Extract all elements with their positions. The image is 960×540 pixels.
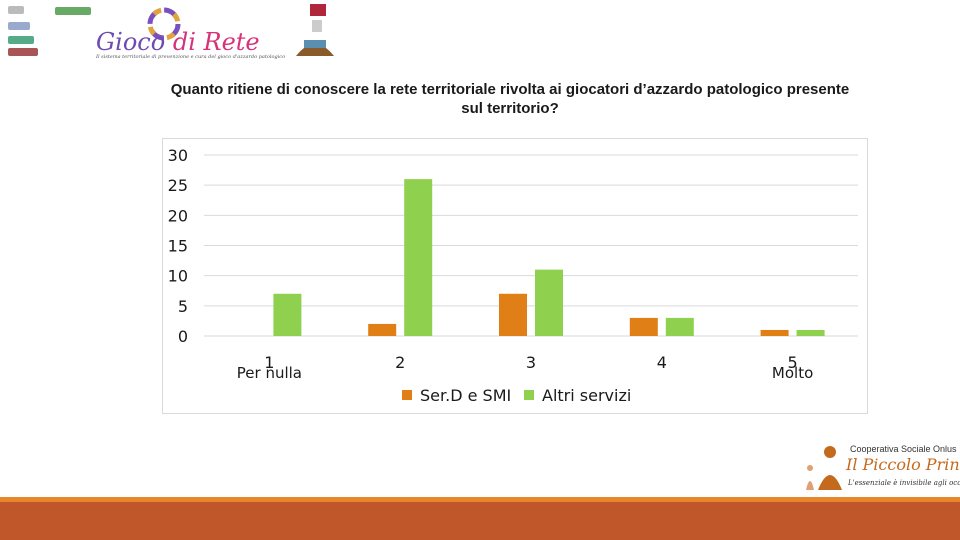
chart-title: Quanto ritiene di conoscere la rete terr… <box>170 81 850 117</box>
x-tick-label: 1 <box>264 353 274 372</box>
brand-title: Gioco di Rete <box>96 28 260 56</box>
piccolo-principe-logo: Cooperativa Sociale Onlus Il Piccolo Pri… <box>800 440 960 496</box>
y-tick-label: 0 <box>178 327 188 346</box>
bar-altri <box>404 179 433 336</box>
y-tick-label: 5 <box>178 297 188 316</box>
chart-frame <box>162 138 868 414</box>
y-tick-label: 20 <box>168 206 188 225</box>
coop-brand: Il Piccolo Principe <box>846 455 960 474</box>
partner-logo <box>8 36 34 44</box>
prince-figure-icon <box>806 446 842 490</box>
bar-altri <box>796 329 825 336</box>
bar-serd <box>760 329 789 336</box>
rete-emblem-icon <box>147 7 181 41</box>
x-tick-sublabel: Molto <box>772 364 813 382</box>
partner-emblem-icon <box>296 4 334 56</box>
y-tick-label: 15 <box>168 237 188 256</box>
x-tick-label: 3 <box>526 353 536 372</box>
legend-label: Ser.D e SMI <box>420 386 511 405</box>
x-tick-sublabel: Per nulla <box>237 364 302 382</box>
legend-swatch <box>402 390 412 400</box>
footer-accent-line <box>0 497 960 502</box>
y-tick-label: 10 <box>168 267 188 286</box>
coop-name: Cooperativa Sociale Onlus <box>850 444 957 454</box>
partner-logo <box>8 48 38 56</box>
x-tick-label: 2 <box>395 353 405 372</box>
legend-swatch <box>524 390 534 400</box>
x-tick-label: 5 <box>788 353 798 372</box>
partner-logos-left <box>4 4 48 60</box>
bar-serd <box>368 323 397 336</box>
bar-serd <box>499 293 527 336</box>
partner-logo <box>55 7 91 15</box>
coop-motto: L'essenziale è invisibile agli occhi <box>848 479 960 487</box>
y-tick-label: 25 <box>168 176 188 195</box>
bar-altri <box>273 293 302 336</box>
bar-serd <box>629 317 658 336</box>
bar-altri <box>535 269 563 336</box>
x-tick-label: 4 <box>657 353 667 372</box>
gioco-di-rete-logo: Gioco di Rete Il sistema territoriale di… <box>92 4 285 60</box>
y-tick-label: 30 <box>168 146 188 165</box>
partner-logos-center <box>290 2 340 58</box>
brand-subtitle: Il sistema territoriale di prevenzione e… <box>96 54 286 60</box>
footer-bar <box>0 502 960 540</box>
partner-logo <box>8 22 30 30</box>
partner-logo <box>8 6 24 14</box>
legend-label: Altri servizi <box>542 386 631 405</box>
bar-altri <box>665 317 694 336</box>
